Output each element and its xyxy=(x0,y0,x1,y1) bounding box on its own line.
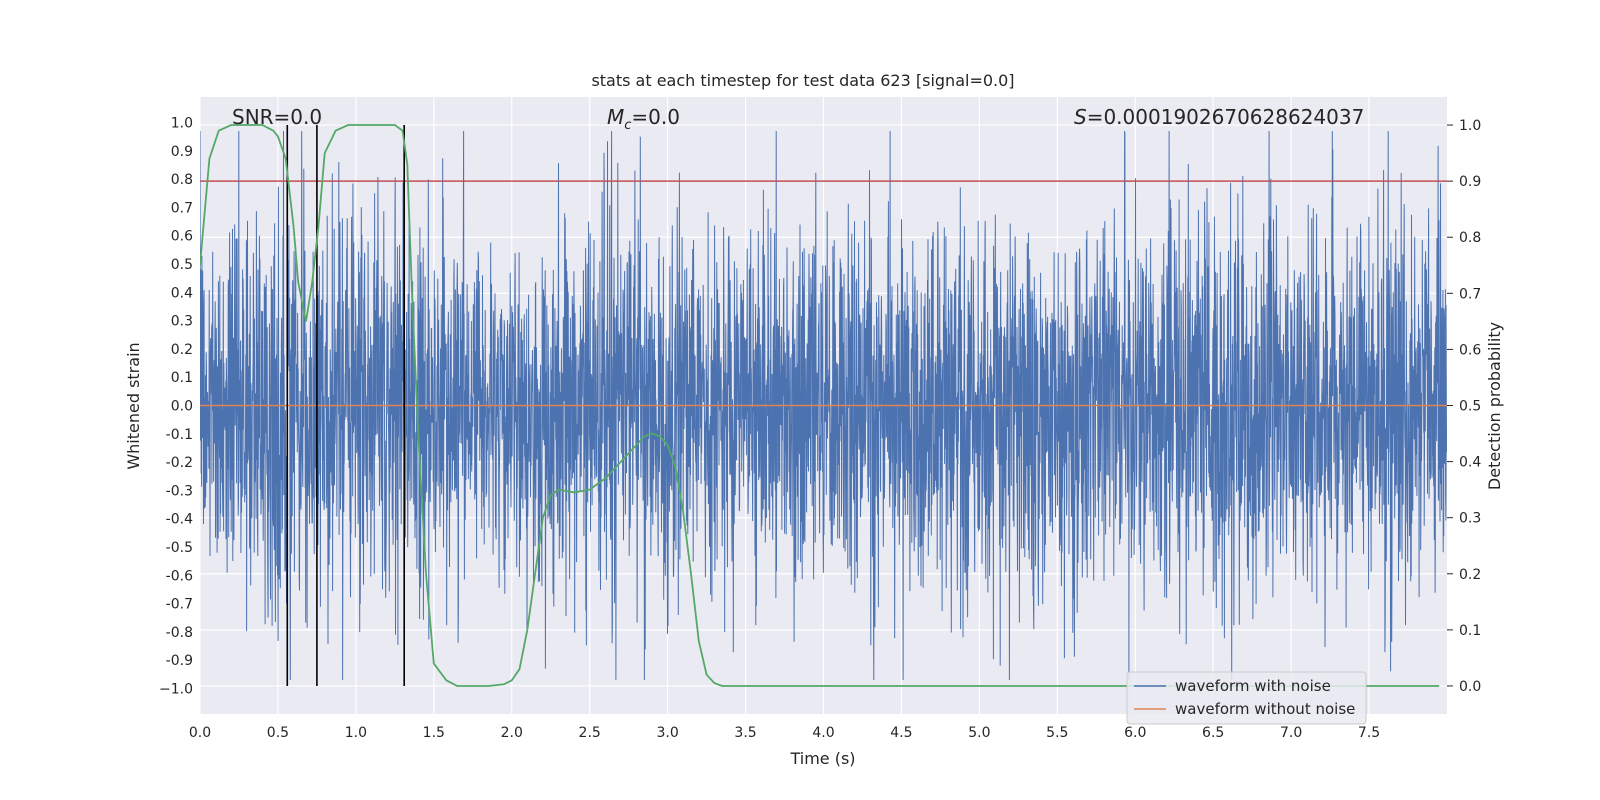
y-tick-label: -0.4 xyxy=(166,512,193,528)
s-symbol: S xyxy=(1074,105,1087,129)
y-axis-label: Whitened strain xyxy=(124,342,143,469)
y2-tick-label: 0.5 xyxy=(1459,399,1481,415)
chart-title: stats at each timestep for test data 623… xyxy=(591,71,1014,90)
x-tick-label: 1.5 xyxy=(423,725,445,741)
detection-probability-line xyxy=(200,124,1440,687)
y2-tick-label: 0.3 xyxy=(1459,511,1481,527)
x-tick-label: 3.5 xyxy=(734,725,756,741)
mc-subscript: c xyxy=(624,118,631,133)
x-tick-label: 0.5 xyxy=(267,725,289,741)
y-tick-label: -0.3 xyxy=(166,483,193,499)
y2-tick-label: 0.6 xyxy=(1459,342,1481,358)
x-axis: 0.0 0.5 1.0 1.5 2.0 2.5 3.0 3.5 4.0 4.5 5.0 5.5 6.0 6… xyxy=(189,725,1380,741)
y-tick-label: 0.0 xyxy=(171,399,193,415)
y-tick-label: 0.8 xyxy=(171,172,193,188)
y2-tick-label: 0.1 xyxy=(1459,623,1481,639)
mc-value: =0.0 xyxy=(631,105,680,129)
y2-tick-label: 1.0 xyxy=(1459,118,1481,134)
y-tick-label: −1.0 xyxy=(159,682,193,698)
x-tick-label: 4.0 xyxy=(812,725,834,741)
x-tick-label: 3.0 xyxy=(656,725,678,741)
series-layer xyxy=(200,124,1447,687)
y-axis-left: 1.0 0.9 0.8 0.7 0.6 0.5 0.4 0.3 0.2 0.1 0.0 -0.1 -0.… xyxy=(159,115,193,697)
y2-tick-label: 0.4 xyxy=(1459,455,1481,471)
x-tick-label: 2.5 xyxy=(579,725,601,741)
y-tick-label: 0.2 xyxy=(171,342,193,358)
y-tick-label: 0.3 xyxy=(171,314,193,330)
y-tick-label: 0.4 xyxy=(171,285,193,301)
x-tick-label: 7.0 xyxy=(1280,725,1302,741)
y-tick-label: 0.7 xyxy=(171,200,193,216)
y-tick-label: 0.5 xyxy=(171,257,193,273)
x-tick-label: 4.5 xyxy=(890,725,912,741)
x-tick-label: 0.0 xyxy=(189,725,211,741)
y-tick-label: -0.2 xyxy=(166,455,193,471)
y-axis-right: 1.0 0.9 0.8 0.7 0.6 0.5 0.4 0.3 0.2 0.1 0.0 xyxy=(1447,118,1481,695)
y-tick-label: 1.0 xyxy=(171,115,193,131)
y2-tick-label: 0.7 xyxy=(1459,286,1481,302)
x-tick-label: 6.0 xyxy=(1124,725,1146,741)
y-tick-label: -0.7 xyxy=(166,597,193,613)
mc-symbol: M xyxy=(607,105,624,129)
legend: waveform with noise waveform without noi… xyxy=(1126,671,1367,725)
legend-box xyxy=(1126,671,1367,725)
y2-tick-label: 0.8 xyxy=(1459,230,1481,246)
legend-label-noise: waveform with noise xyxy=(1175,677,1331,695)
y-tick-label: 0.6 xyxy=(171,229,193,245)
x-tick-label: 2.0 xyxy=(501,725,523,741)
y2-tick-label: 0.9 xyxy=(1459,174,1481,190)
y2-axis-label: Detection probability xyxy=(1485,322,1504,490)
x-tick-label: 5.5 xyxy=(1046,725,1068,741)
mc-annotation: Mc=0.0 xyxy=(607,105,680,133)
y2-tick-label: 0.2 xyxy=(1459,567,1481,583)
y-tick-label: 0.9 xyxy=(171,144,193,160)
snr-annotation: SNR=0.0 xyxy=(232,105,322,129)
x-tick-label: 7.5 xyxy=(1358,725,1380,741)
y-tick-label: -0.9 xyxy=(166,653,193,669)
y-tick-label: 0.1 xyxy=(171,370,193,386)
y2-tick-label: 0.0 xyxy=(1459,679,1481,695)
x-tick-label: 1.0 xyxy=(345,725,367,741)
y-tick-label: -0.1 xyxy=(166,427,193,443)
x-axis-label: Time (s) xyxy=(789,749,855,768)
x-tick-label: 5.0 xyxy=(968,725,990,741)
y-tick-label: -0.5 xyxy=(166,540,193,556)
s-value: =0.0001902670628624037 xyxy=(1087,105,1365,129)
y-tick-label: -0.6 xyxy=(166,568,193,584)
y-tick-label: -0.8 xyxy=(166,625,193,641)
s-annotation: S=0.0001902670628624037 xyxy=(1074,105,1364,129)
x-tick-label: 6.5 xyxy=(1202,725,1224,741)
noise-waveform-line xyxy=(200,130,1447,681)
legend-label-clean: waveform without noise xyxy=(1175,700,1355,718)
